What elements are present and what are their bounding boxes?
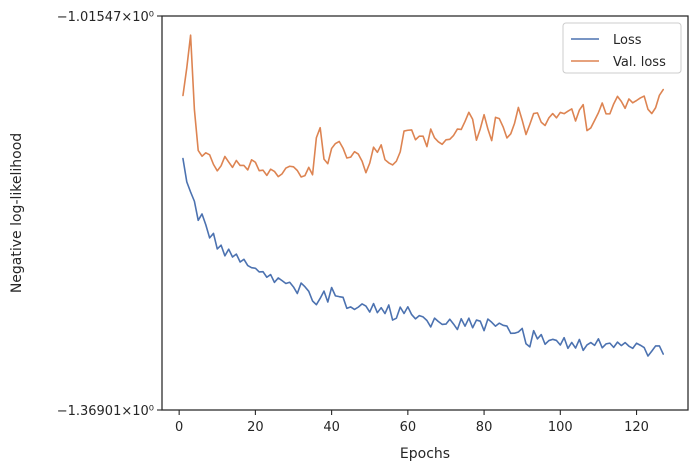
y-tick-label: −1.01547×10⁰ bbox=[57, 10, 154, 25]
series-line-loss bbox=[182, 157, 665, 357]
x-tick-label: 100 bbox=[548, 420, 573, 435]
plot-frame bbox=[161, 15, 689, 411]
y-axis-label: Negative log-likelihood bbox=[9, 133, 25, 293]
series-line-val-loss bbox=[182, 34, 665, 178]
x-tick-label: 0 bbox=[175, 420, 183, 435]
x-tick-label: 80 bbox=[476, 420, 493, 435]
legend: Loss Val. loss bbox=[562, 22, 682, 74]
x-tick-label: 40 bbox=[323, 420, 340, 435]
legend-label: Val. loss bbox=[613, 55, 666, 70]
x-tick-label: 120 bbox=[624, 420, 649, 435]
x-axis-label: Epochs bbox=[400, 446, 450, 462]
y-tick-label: −1.36901×10⁰ bbox=[57, 404, 154, 419]
legend-label: Loss bbox=[613, 33, 642, 48]
x-tick-label: 20 bbox=[247, 420, 264, 435]
x-tick-label: 60 bbox=[400, 420, 417, 435]
